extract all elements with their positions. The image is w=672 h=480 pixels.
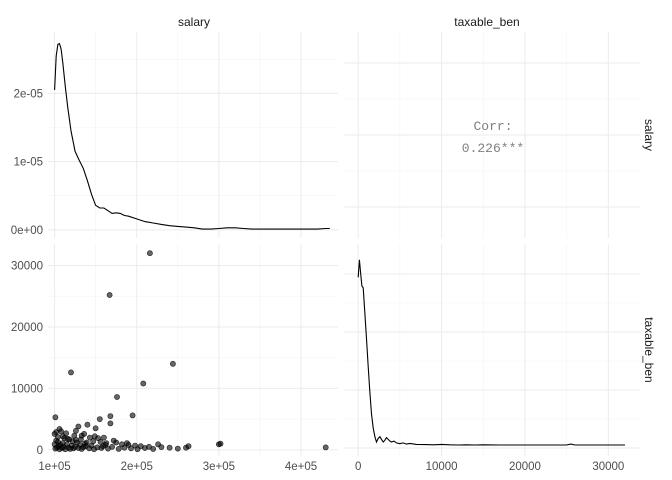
taxable-ben-density-line	[357, 259, 625, 446]
scatter-point	[56, 446, 63, 453]
scatter-point	[75, 423, 82, 430]
scatter-point	[64, 435, 71, 442]
scatter-point	[52, 414, 59, 421]
scatter-point	[55, 438, 61, 445]
y-tick-label-scatter: 20000	[11, 322, 43, 334]
x-tick-label-salary: 1e+05	[38, 461, 70, 473]
axis-labels: 0e+00 1e-05 2e-05 0 10000 20000 30000 1e+05 2e+0…	[11, 88, 625, 473]
scatter-point	[84, 421, 91, 428]
x-tick-label-salary: 3e+05	[203, 461, 235, 473]
scatter-point	[322, 444, 329, 451]
x-tick-label-taxable-ben: 0	[355, 461, 361, 473]
scatter-point	[78, 436, 84, 443]
scatter-point	[68, 369, 74, 376]
scatter-point	[166, 444, 173, 451]
scatter-point	[53, 429, 60, 435]
scatter-point	[101, 434, 107, 441]
scatter-point	[95, 435, 101, 442]
scatter-point	[100, 443, 106, 450]
scatter-point	[128, 445, 134, 452]
row-strip-salary: salary	[642, 119, 656, 151]
y-tick-label-salary-density: 0e+00	[11, 225, 43, 237]
scatter-point	[134, 446, 141, 453]
column-strip-taxable-ben: taxable_ben	[454, 15, 519, 29]
scatter-point	[146, 250, 153, 257]
scatter-point	[107, 413, 114, 419]
scatter-point	[121, 444, 128, 451]
salary-density-line	[54, 42, 330, 230]
scatter-point	[185, 443, 192, 450]
panel-taxable-ben-density	[344, 244, 640, 456]
scatter-point	[109, 443, 115, 450]
scatter-point	[150, 445, 157, 452]
scatter-point	[92, 425, 99, 432]
row-strip-taxable-ben: taxable_ben	[642, 317, 656, 382]
scatter-point	[114, 394, 120, 400]
scatter-point	[174, 445, 181, 452]
correlation-value: 0.226***	[462, 141, 524, 156]
scatter-point	[58, 428, 64, 435]
scatter-point	[169, 360, 176, 367]
y-tick-label-scatter: 30000	[11, 261, 43, 273]
x-tick-label-taxable-ben: 10000	[426, 461, 458, 473]
x-tick-label-salary: 2e+05	[121, 461, 153, 473]
scatter-point	[87, 434, 93, 441]
scatter-point	[155, 441, 161, 448]
column-strip-salary: salary	[178, 15, 210, 29]
scatter-point	[110, 437, 117, 444]
scatter-point	[124, 440, 130, 446]
scatter-point	[106, 292, 113, 298]
panel-salary-density	[48, 32, 338, 238]
y-tick-label-salary-density: 1e-05	[14, 157, 43, 169]
y-tick-label-scatter: 10000	[11, 383, 43, 395]
scatter-point	[83, 439, 90, 446]
x-tick-label-taxable-ben: 30000	[592, 461, 624, 473]
scatter-point	[129, 412, 136, 419]
y-tick-label-scatter: 0	[37, 445, 43, 457]
panel-correlation: Corr: 0.226***	[344, 32, 640, 238]
correlation-label: Corr:	[473, 119, 512, 134]
scatter-point	[140, 380, 147, 387]
scatter-point	[141, 445, 148, 451]
scatter-point	[217, 440, 224, 447]
y-tick-label-salary-density: 2e-05	[14, 88, 43, 100]
scatter-point	[59, 433, 66, 440]
scatter-point	[96, 416, 103, 422]
x-tick-label-salary: 4e+05	[285, 461, 317, 473]
scatter-point	[107, 420, 114, 427]
x-tick-label-taxable-ben: 20000	[509, 461, 541, 473]
scatter-point	[81, 430, 87, 437]
panel-scatter	[48, 244, 338, 456]
scatter-point	[73, 437, 79, 443]
scatter-point	[73, 427, 79, 434]
scatter-point	[115, 445, 122, 452]
